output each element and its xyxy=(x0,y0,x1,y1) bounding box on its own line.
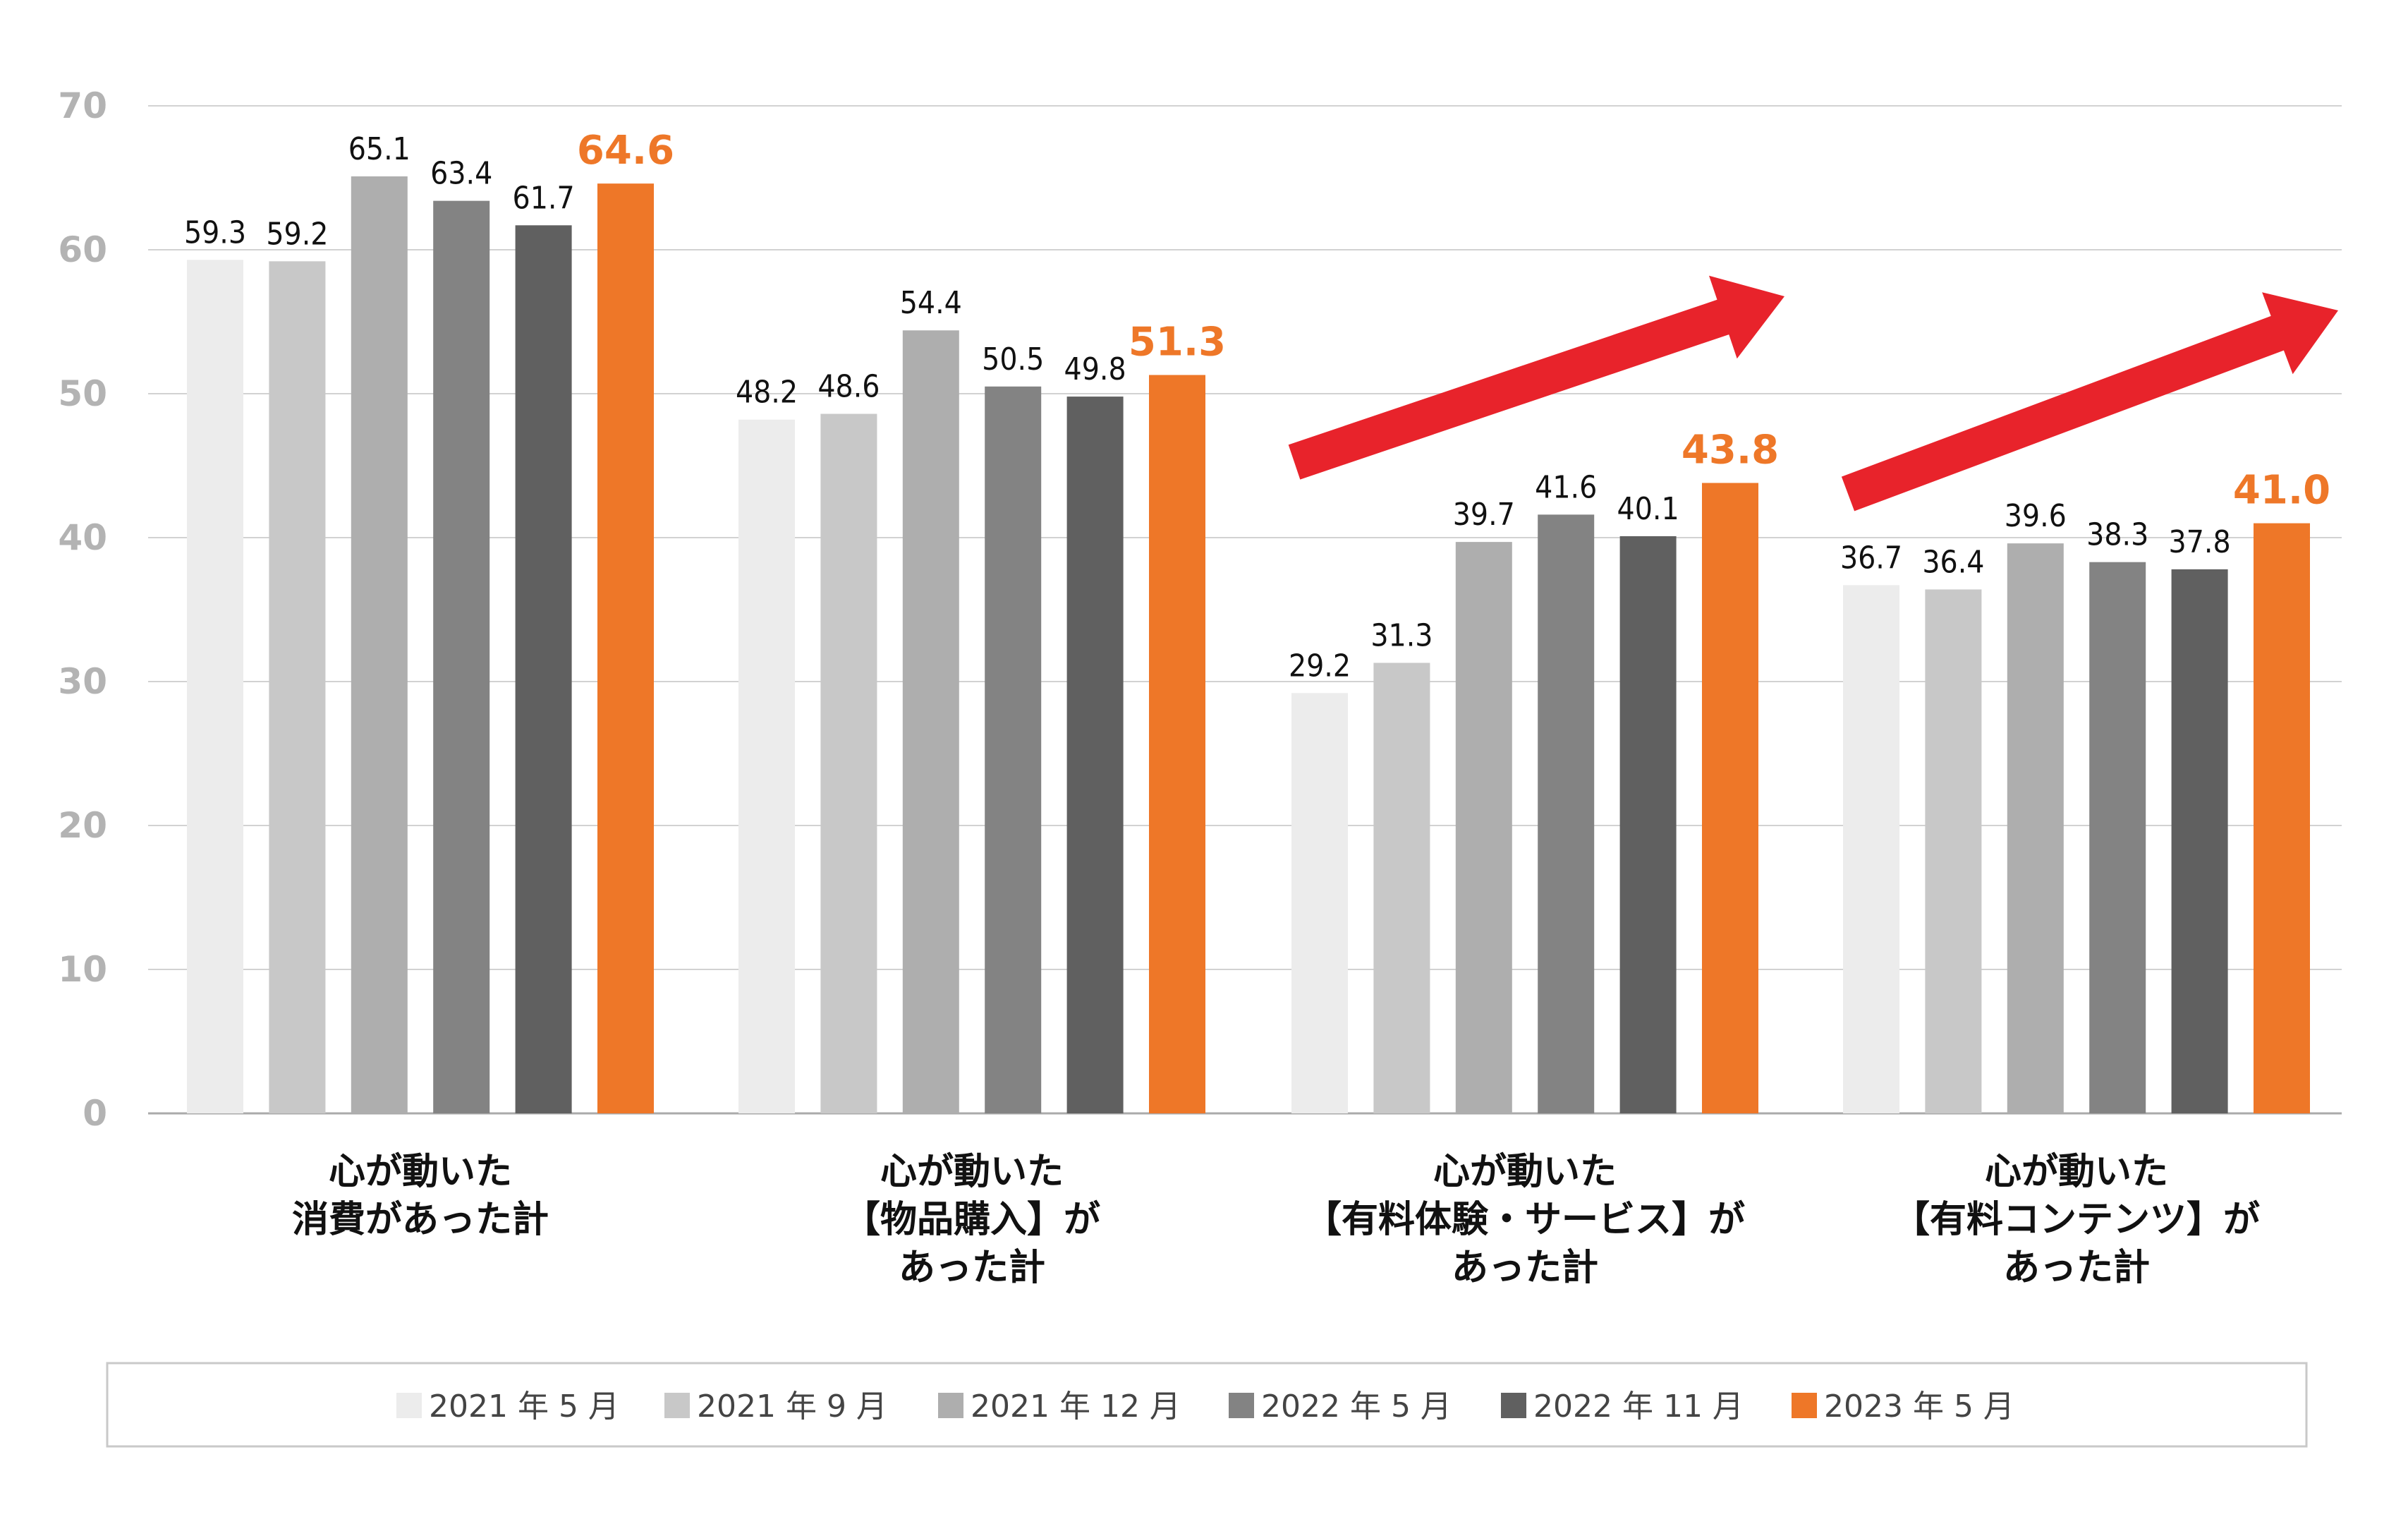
bar xyxy=(597,183,654,1113)
data-label: 39.7 xyxy=(1453,497,1515,533)
bar xyxy=(902,330,959,1113)
category-label: あった計 xyxy=(1452,1247,1598,1289)
bar xyxy=(1538,514,1595,1113)
bar xyxy=(1373,663,1430,1113)
data-label: 36.4 xyxy=(1922,544,1984,580)
bar xyxy=(1455,542,1512,1113)
category-label: 消費があった計 xyxy=(292,1199,549,1241)
data-label: 37.8 xyxy=(2169,524,2231,560)
legend-label: 2021 年 9 月 xyxy=(697,1389,887,1425)
category-label: あった計 xyxy=(2003,1247,2150,1289)
bar xyxy=(269,261,326,1113)
bar xyxy=(1291,693,1348,1113)
category-label: 心が動いた xyxy=(880,1151,1064,1193)
data-label: 50.5 xyxy=(982,341,1044,377)
data-label: 61.7 xyxy=(513,180,575,216)
data-label: 59.3 xyxy=(184,214,246,250)
bar xyxy=(2007,543,2064,1113)
y-tick-label: 50 xyxy=(58,373,107,414)
data-label: 38.3 xyxy=(2086,517,2148,553)
category-label: 【有料体験・サービス】が xyxy=(1305,1199,1745,1241)
legend-label: 2023 年 5 月 xyxy=(1824,1389,2014,1425)
bar xyxy=(351,176,408,1114)
legend-label: 2022 年 5 月 xyxy=(1261,1389,1452,1425)
data-label: 64.6 xyxy=(577,128,674,174)
bar xyxy=(2254,523,2310,1113)
data-label: 54.4 xyxy=(900,285,962,321)
bar xyxy=(985,386,1042,1113)
legend-label: 2021 年 12 月 xyxy=(971,1389,1181,1425)
bar xyxy=(187,260,243,1113)
data-label: 63.4 xyxy=(430,156,492,192)
bar xyxy=(738,419,795,1113)
data-label: 43.8 xyxy=(1682,427,1779,473)
bar xyxy=(1702,483,1758,1113)
y-tick-label: 30 xyxy=(58,661,107,702)
data-label: 39.6 xyxy=(2005,498,2067,534)
bar xyxy=(1925,589,1982,1113)
bar xyxy=(2171,569,2228,1113)
data-label: 29.2 xyxy=(1289,648,1351,684)
bar xyxy=(1619,536,1677,1113)
category-label: 心が動いた xyxy=(329,1151,512,1193)
trend-arrow xyxy=(1841,292,2338,512)
legend-swatch xyxy=(664,1393,690,1418)
category-label: あった計 xyxy=(899,1247,1045,1289)
trend-arrow xyxy=(1288,275,1784,480)
bar xyxy=(2089,562,2146,1113)
legend-swatch xyxy=(396,1393,422,1418)
legend-label: 2022 年 11 月 xyxy=(1533,1389,1744,1425)
legend-swatch xyxy=(1792,1393,1817,1418)
bar xyxy=(820,413,877,1113)
legend-swatch xyxy=(1229,1393,1254,1418)
legend-swatch xyxy=(938,1393,963,1418)
data-label: 65.1 xyxy=(348,131,411,167)
y-tick-label: 20 xyxy=(58,805,107,846)
data-label: 49.8 xyxy=(1064,351,1126,387)
data-label: 40.1 xyxy=(1617,491,1679,527)
bar xyxy=(1843,585,1899,1113)
category-label: 心が動いた xyxy=(1433,1151,1617,1193)
data-label: 36.7 xyxy=(1840,540,1902,576)
data-label: 59.2 xyxy=(266,216,328,252)
legend-swatch xyxy=(1501,1393,1526,1418)
y-tick-label: 10 xyxy=(58,949,107,990)
data-label: 48.6 xyxy=(817,369,880,405)
y-tick-label: 60 xyxy=(58,229,107,270)
y-tick-label: 70 xyxy=(58,85,107,126)
y-tick-label: 0 xyxy=(83,1093,107,1134)
bar xyxy=(515,225,572,1113)
data-label: 51.3 xyxy=(1129,319,1226,365)
bar xyxy=(1149,375,1205,1113)
data-label: 41.0 xyxy=(2233,468,2330,514)
data-label: 48.2 xyxy=(736,375,798,411)
legend-label: 2021 年 5 月 xyxy=(429,1389,619,1425)
category-label: 心が動いた xyxy=(1985,1151,2168,1193)
bar xyxy=(433,200,490,1113)
legend-box xyxy=(106,1362,2308,1448)
data-label: 31.3 xyxy=(1370,617,1433,653)
category-label: 【有料コンテンツ】が xyxy=(1893,1199,2260,1241)
y-tick-label: 40 xyxy=(58,517,107,558)
bar xyxy=(1066,397,1124,1113)
data-label: 41.6 xyxy=(1535,469,1597,505)
category-label: 【物品購入】が xyxy=(844,1199,1100,1241)
